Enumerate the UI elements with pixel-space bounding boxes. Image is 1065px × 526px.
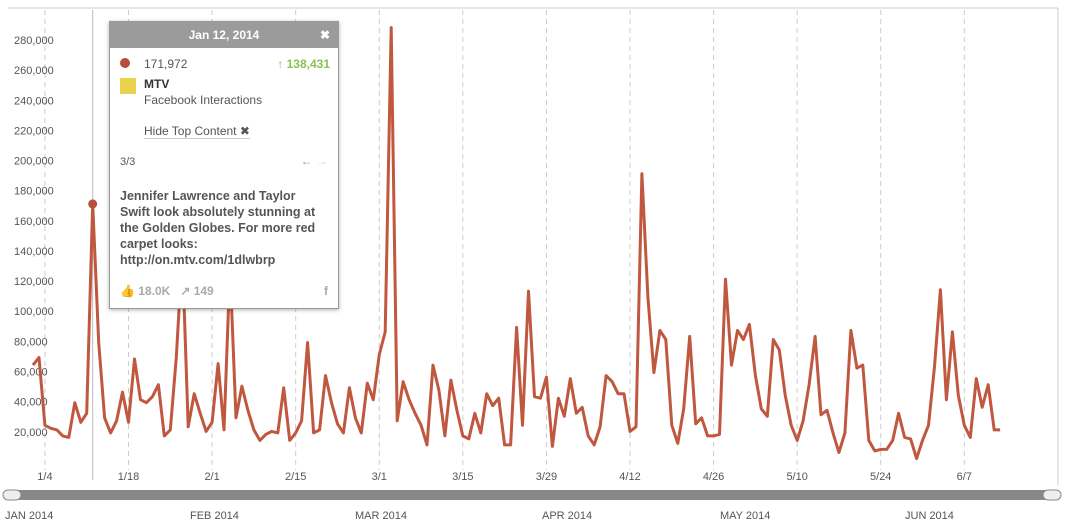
y-tick-label: 240,000 (14, 95, 54, 107)
x-tick-label: 1/18 (118, 471, 139, 483)
navigator-handle[interactable] (1042, 489, 1062, 501)
x-tick-label: 3/29 (536, 471, 557, 483)
y-tick-label: 120,000 (14, 276, 54, 288)
x-tick-label: 1/4 (37, 471, 52, 483)
tooltip-change: ↑ 138,431 (277, 57, 330, 71)
y-tick-label: 180,000 (14, 186, 54, 198)
y-tick-label: 280,000 (14, 35, 54, 47)
x-tick-label: 4/26 (703, 471, 724, 483)
account-avatar (120, 78, 136, 94)
x-tick-label: 4/12 (619, 471, 640, 483)
highlight-point (88, 199, 98, 209)
navigator-month: FEB 2014 (190, 510, 239, 522)
series-dot (120, 58, 130, 68)
tooltip-header: Jan 12, 2014 ✖ (110, 22, 338, 48)
x-tick-label: 6/7 (957, 471, 972, 483)
y-tick-label: 60,000 (14, 367, 48, 379)
x-tick-label: 3/1 (372, 471, 387, 483)
navigator-bar[interactable] (3, 490, 1061, 500)
close-button[interactable]: ✖ (319, 28, 330, 42)
y-tick-label: 220,000 (14, 125, 54, 137)
navigator-month: JUN 2014 (905, 510, 954, 522)
shares: 149 (193, 284, 214, 298)
x-tick-label: 2/1 (204, 471, 219, 483)
post-text: Jennifer Lawrence and Taylor Swift look … (120, 189, 316, 267)
navigator-month: APR 2014 (542, 510, 592, 522)
y-tick-label: 200,000 (14, 156, 54, 168)
y-tick-label: 260,000 (14, 65, 54, 77)
navigator-month: JAN 2014 (5, 510, 53, 522)
post-stats: 👍 18.0K ↗ 149 (120, 284, 214, 298)
change-value: 138,431 (286, 57, 330, 71)
y-tick-label: 140,000 (14, 246, 54, 258)
tooltip: Jan 12, 2014 ✖ 171,972 ↑ 138,431 MTV Face… (109, 21, 339, 309)
x-tick-label: 5/24 (870, 471, 891, 483)
tooltip-date: Jan 12, 2014 (188, 28, 260, 42)
likes: 18.0K (138, 284, 171, 298)
y-tick-label: 40,000 (14, 397, 48, 409)
y-tick-label: 80,000 (14, 336, 48, 348)
x-tick-label: 5/10 (786, 471, 807, 483)
y-tick-label: 100,000 (14, 306, 54, 318)
toggle-label[interactable]: Hide Top Content (144, 124, 237, 138)
tooltip-value: 171,972 (144, 57, 188, 71)
series-line (31, 26, 1001, 460)
navigator-month: MAY 2014 (720, 510, 770, 522)
navigator-handle[interactable] (2, 489, 22, 501)
navigator-month: MAR 2014 (355, 510, 407, 522)
toggle-content[interactable]: Hide Top Content ✖ (144, 124, 250, 139)
account-name: MTV (144, 77, 170, 91)
pager: 3/3 (120, 156, 136, 168)
metric-name: Facebook Interactions (144, 93, 263, 107)
y-tick-label: 160,000 (14, 216, 54, 228)
x-tick-label: 3/15 (452, 471, 473, 483)
pager-arrows[interactable]: ← → (300, 154, 328, 168)
x-tick-label: 2/15 (285, 471, 306, 483)
facebook-icon: f (324, 284, 328, 298)
y-tick-label: 20,000 (14, 427, 48, 439)
